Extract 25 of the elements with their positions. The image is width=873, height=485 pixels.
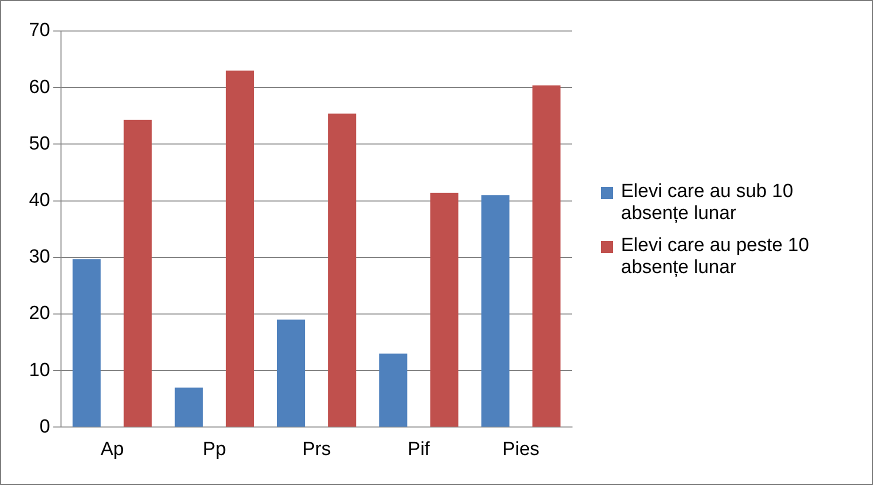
- bar: [481, 195, 510, 427]
- y-tick-label: 50: [28, 133, 50, 154]
- bar: [328, 114, 356, 427]
- x-tick-label: Ap: [100, 438, 124, 460]
- y-tick-label: 10: [28, 360, 50, 381]
- bar: [379, 354, 408, 427]
- y-tick-label: 40: [28, 190, 50, 212]
- bar: [72, 259, 101, 427]
- legend-label: Elevi care au sub 10 absențe lunar: [621, 181, 794, 225]
- y-tick-label: 30: [28, 246, 50, 268]
- x-tick-label: Pp: [202, 438, 226, 460]
- x-tick-label: Pif: [408, 438, 431, 460]
- legend-label: Elevi care au peste 10 absențe lunar: [621, 235, 810, 279]
- y-tick-label: 0: [40, 416, 50, 438]
- bar: [532, 85, 561, 427]
- y-tick-label: 60: [28, 76, 50, 98]
- bar: [174, 388, 203, 427]
- x-tick-label: Prs: [302, 438, 331, 460]
- y-tick-label: 70: [28, 20, 50, 42]
- x-tick-label: Pies: [502, 438, 540, 460]
- y-tick-label: 20: [28, 303, 50, 324]
- bar: [226, 70, 254, 427]
- bar: [124, 120, 152, 427]
- bar: [430, 192, 458, 427]
- bar: [276, 320, 306, 427]
